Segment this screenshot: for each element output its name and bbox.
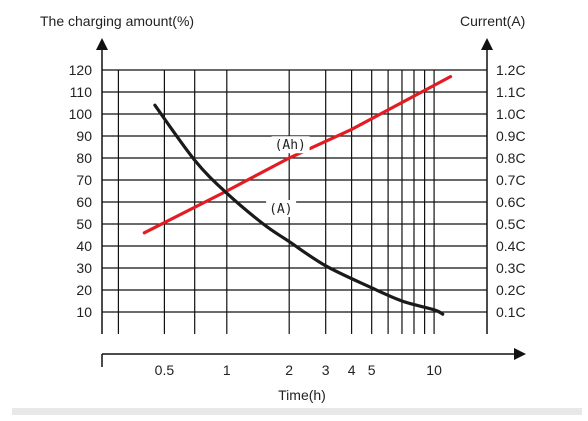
y-left-tick-label: 60: [76, 194, 92, 210]
ah-series-line: [142, 75, 453, 235]
x-tick-label: 5: [368, 362, 376, 378]
annotation-background: [271, 136, 310, 154]
y-right-tick-label: 1.0C: [496, 106, 526, 122]
charging-chart: 1020304050607080901001101200.1C0.2C0.3C0…: [40, 13, 526, 403]
y-right-tick-label: 0.1C: [496, 304, 526, 320]
x-tick-label: 2: [285, 362, 293, 378]
y-right-tick-label: 0.6C: [496, 194, 526, 210]
y-left-tick-label: 70: [76, 172, 92, 188]
y-right-tick-label: 1.2C: [496, 62, 526, 78]
x-tick-label: 3: [322, 362, 330, 378]
x-tick-label: 1: [223, 362, 231, 378]
y-left-axis-title: The charging amount(%): [40, 13, 194, 29]
y-right-tick-label: 0.3C: [496, 260, 526, 276]
grid: [102, 69, 487, 334]
axes: [96, 38, 526, 367]
y-left-tick-label: 30: [76, 260, 92, 276]
y-left-tick-label: 120: [69, 62, 93, 78]
ah-series-label: (Ah): [275, 138, 306, 153]
y-right-tick-label: 0.5C: [496, 216, 526, 232]
current-series-line: [153, 103, 445, 316]
y-right-tick-label: 0.4C: [496, 238, 526, 254]
y-left-tick-label: 40: [76, 238, 92, 254]
y-left-tick-label: 50: [76, 216, 92, 232]
y-left-tick-label: 80: [76, 150, 92, 166]
y-left-tick-label: 100: [69, 106, 93, 122]
y-left-tick-label: 110: [70, 84, 93, 100]
y-right-tick-label: 0.8C: [496, 150, 526, 166]
y-right-tick-label: 1.1C: [496, 84, 526, 100]
left-axis-arrow: [96, 38, 108, 50]
x-tick-label: 0.5: [155, 362, 175, 378]
right-axis-arrow: [481, 38, 493, 50]
chart-panel: 10 20 30 40 50 60 70 80 90 100 110 120 0.1C 0.2C 0.3C 0…: [12, 4, 582, 415]
annotation-background: [266, 200, 297, 217]
y-left-tick-label: 10: [76, 304, 92, 320]
x-axis-title: Time(h): [278, 387, 326, 403]
current-series-label: (A): [269, 202, 292, 217]
y-right-tick-label: 0.9C: [496, 128, 526, 144]
x-tick-label: 4: [348, 362, 356, 378]
x-tick-label: 10: [426, 362, 442, 378]
y-right-tick-label: 0.7C: [496, 172, 526, 188]
y-right-tick-label: 0.2C: [496, 282, 526, 298]
y-left-tick-label: 90: [76, 128, 92, 144]
y-left-tick-label: 20: [76, 282, 92, 298]
x-axis-arrow: [514, 348, 526, 360]
y-right-axis-title: Current(A): [460, 13, 525, 29]
